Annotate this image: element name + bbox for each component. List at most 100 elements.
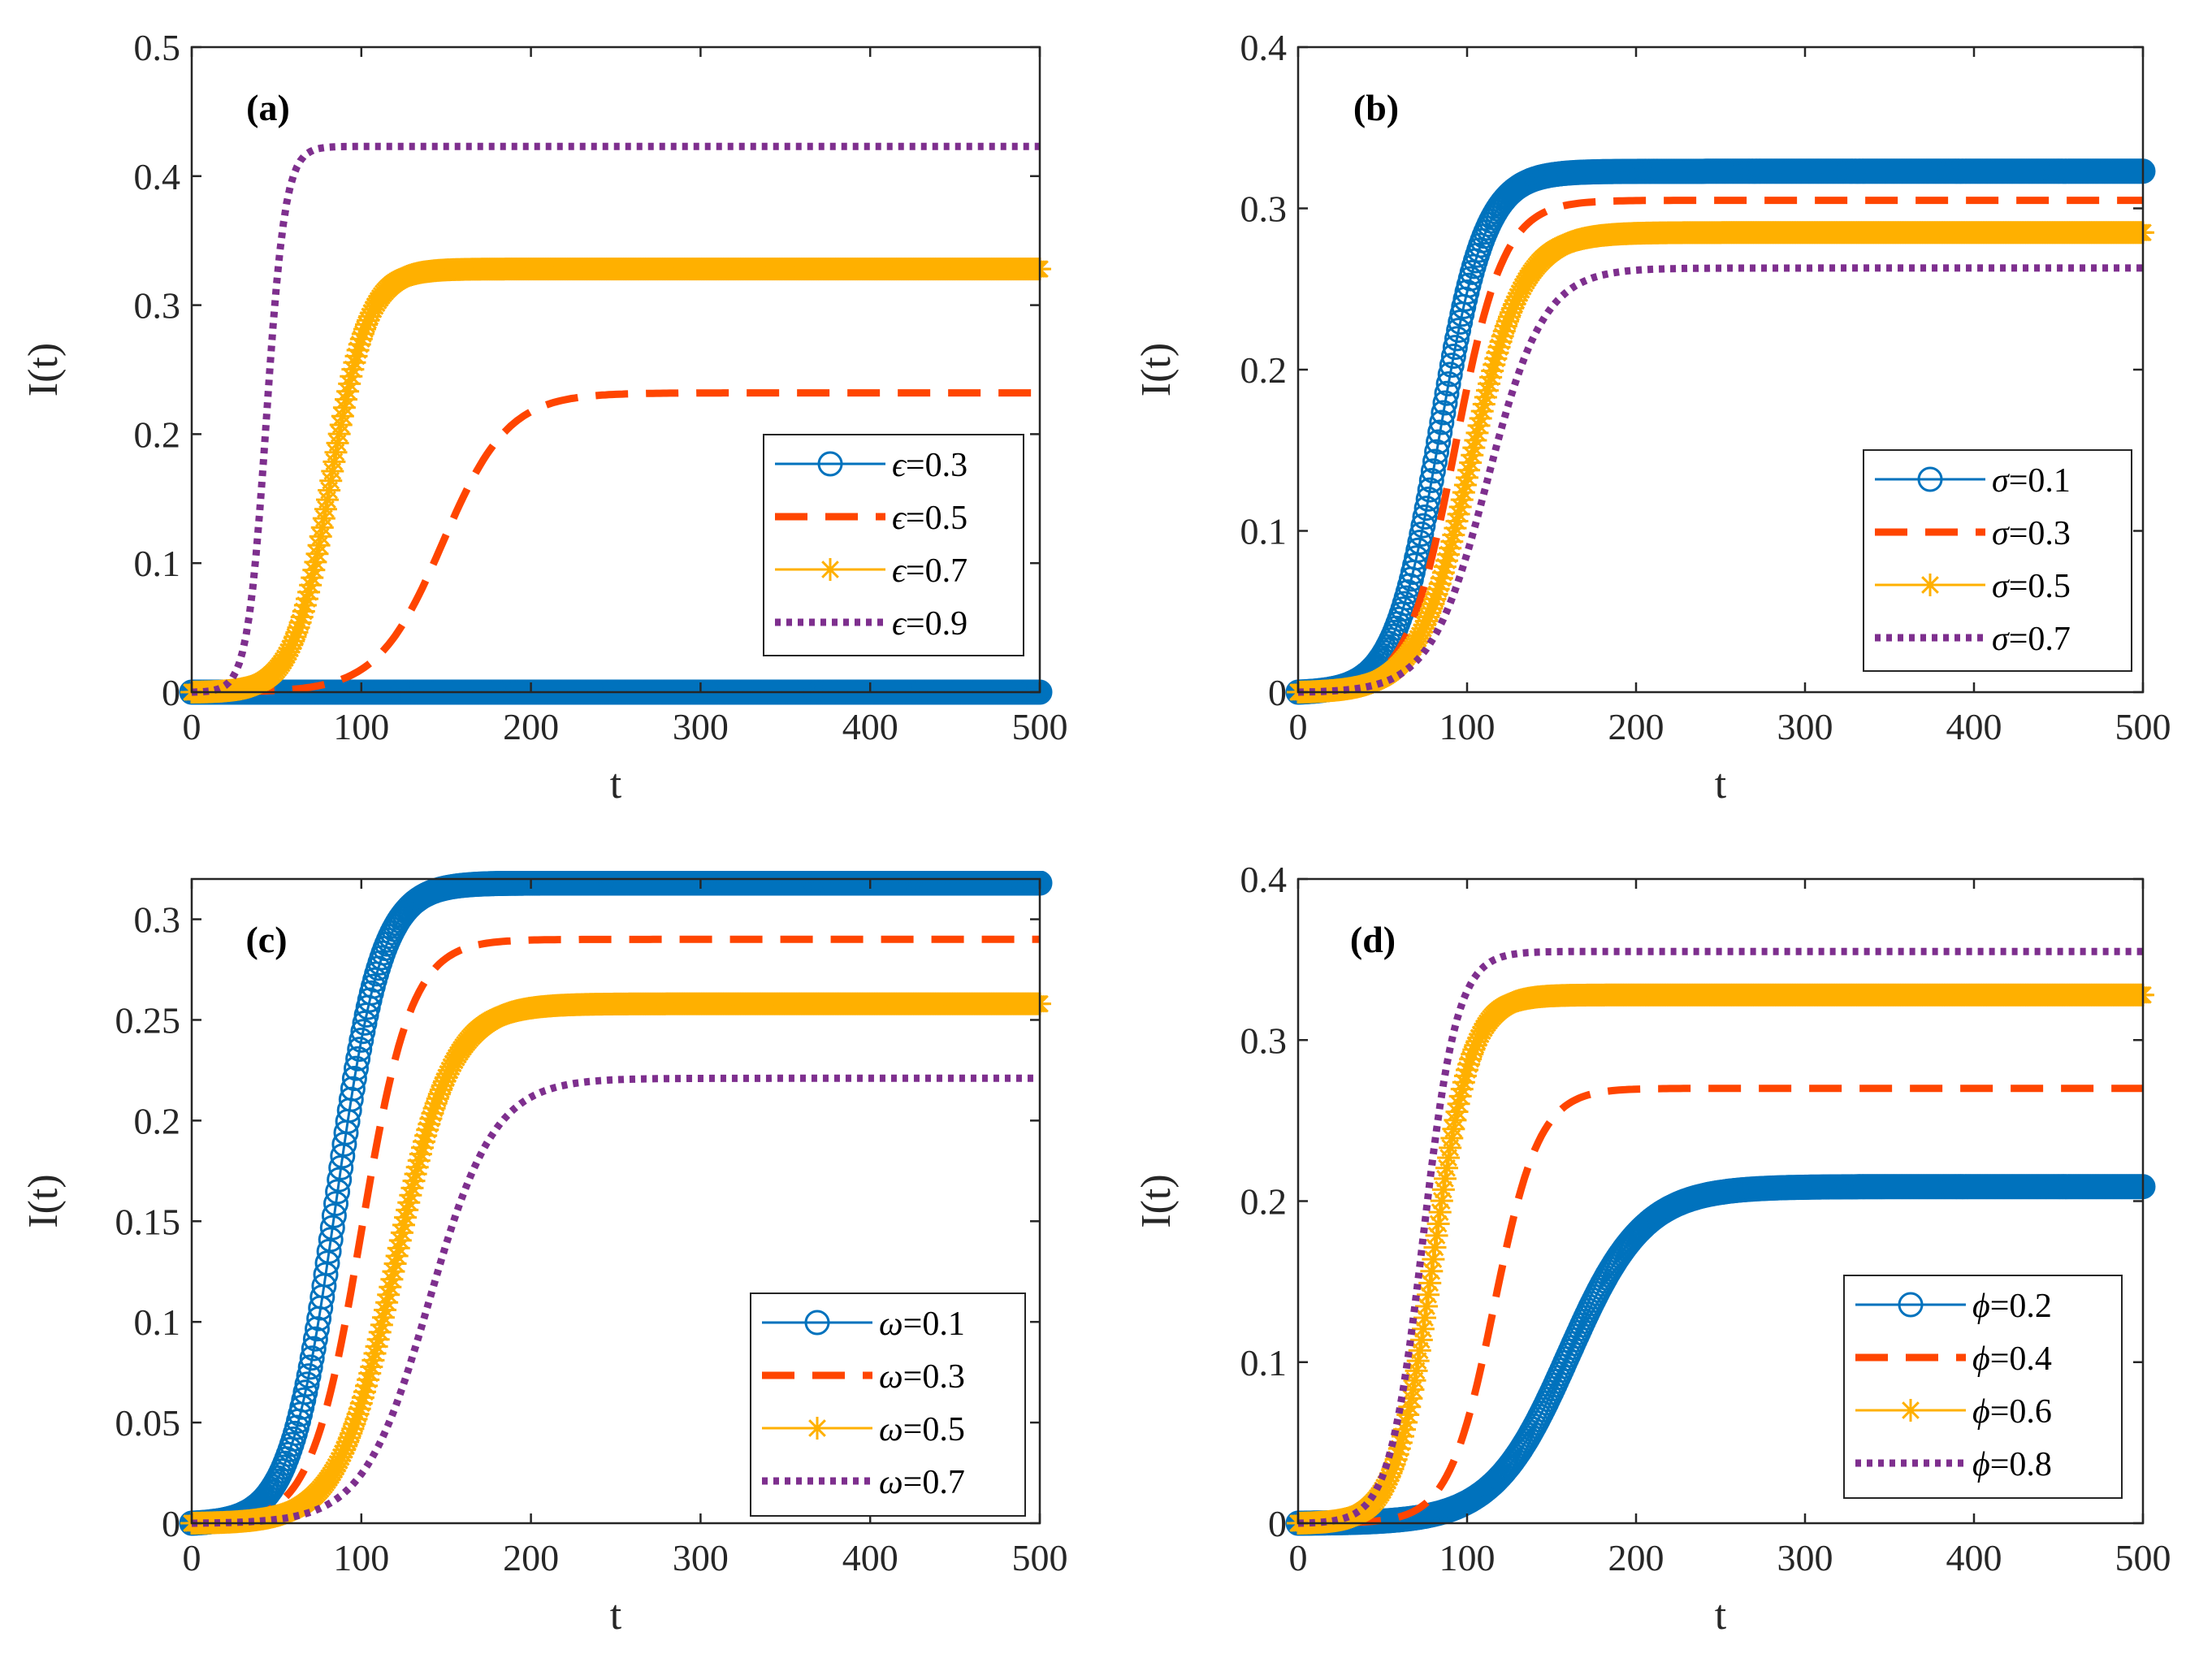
data-point [1398, 1395, 1422, 1418]
data-point [424, 1092, 448, 1115]
data-point [336, 379, 360, 403]
data-point [422, 1097, 446, 1120]
legend-value: =0.6 [1990, 1393, 2052, 1431]
data-point [1408, 1339, 1431, 1362]
data-point [340, 1076, 366, 1102]
data-point [331, 1442, 354, 1466]
data-point [1461, 1042, 1484, 1066]
y-tick-label: 0 [1268, 1503, 1287, 1544]
data-point [1469, 406, 1492, 430]
data-point [1435, 549, 1459, 573]
data-point [377, 1283, 400, 1306]
y-tick-label: 0.4 [1240, 27, 1288, 68]
data-point [1381, 1457, 1405, 1481]
y-tick-label: 0.1 [1240, 1342, 1288, 1383]
y-axis-label: I(t) [20, 1174, 67, 1228]
legend-entry: ω=0.1 [879, 1305, 965, 1343]
data-point [319, 469, 343, 492]
data-point [387, 1236, 410, 1260]
data-point [1442, 1117, 1465, 1141]
data-point [1426, 1212, 1450, 1236]
axes-box [190, 877, 1041, 1525]
data-point [431, 1074, 455, 1098]
data-point [1428, 1201, 1452, 1224]
legend-symbol: ϵ [892, 447, 907, 484]
data-point [1475, 379, 1499, 402]
data-point [341, 357, 365, 381]
x-tick-label: 100 [1439, 706, 1496, 747]
legend-entry: ϕ=0.2 [1972, 1288, 2052, 1325]
data-point [427, 1082, 451, 1106]
data-point [382, 1260, 405, 1284]
data-point [413, 1130, 436, 1154]
data-point [383, 1252, 407, 1275]
y-tick-label: 0.05 [115, 1402, 181, 1444]
data-point [1450, 488, 1474, 512]
legend-symbol: ϕ [1972, 1393, 1990, 1431]
chart-panel-b: 0 100 200 300 400 50000.10.20.30.4tI(t)(b)σ=0… [1133, 27, 2171, 808]
data-point [1442, 335, 1468, 361]
x-tick-label: 300 [673, 706, 729, 747]
data-point [1500, 301, 1523, 324]
data-point [335, 388, 358, 411]
series-line [1297, 264, 2143, 696]
data-point [1423, 1236, 1447, 1259]
legend-symbol: ϵ [892, 552, 907, 590]
data-point [316, 488, 340, 512]
data-point [353, 318, 376, 341]
legend-entry: σ=0.7 [1992, 621, 2071, 658]
data-point [1437, 1146, 1461, 1170]
data-point [1387, 1437, 1411, 1461]
data-point [346, 338, 370, 362]
data-point [1415, 609, 1439, 633]
data-point [301, 566, 324, 590]
data-point [1447, 502, 1470, 526]
legend-symbol: ω [879, 1305, 903, 1343]
x-tick-label: 100 [1439, 1537, 1496, 1578]
x-tick-label: 500 [1012, 1537, 1068, 1578]
series-dashed-0 [192, 389, 1040, 696]
legend-symbol: ω [879, 1464, 903, 1501]
series-dotted-1 [1297, 264, 2143, 696]
data-point [435, 1066, 458, 1089]
data-point [1425, 582, 1448, 606]
data-point [1420, 1259, 1444, 1283]
data-point [402, 1169, 426, 1193]
data-point [1489, 330, 1513, 353]
data-point [1391, 1424, 1414, 1448]
data-point [294, 1371, 320, 1397]
data-point [1479, 366, 1503, 389]
data-point [1442, 523, 1465, 547]
y-tick-label: 0.2 [1240, 349, 1288, 391]
legend-marker [806, 1417, 829, 1440]
data-point [344, 1407, 368, 1431]
data-point [318, 478, 341, 502]
data-point [1459, 1047, 1483, 1071]
data-point [1439, 536, 1462, 560]
x-tick-label: 500 [1012, 706, 1068, 747]
data-point [1444, 326, 1470, 352]
data-point [1439, 353, 1465, 379]
data-point [390, 1221, 413, 1245]
data-point [301, 1336, 327, 1362]
data-point [344, 344, 368, 368]
data-point [1437, 543, 1461, 566]
data-point [358, 1362, 382, 1385]
data-point [1424, 439, 1450, 465]
y-axis-label: I(t) [1133, 343, 1180, 396]
legend-value: =0.1 [2009, 462, 2071, 500]
legend-entry: σ=0.5 [1992, 568, 2071, 605]
data-point [1413, 496, 1439, 522]
panel-label: (a) [246, 87, 290, 128]
legend-entry: ϵ=0.9 [892, 605, 967, 643]
data-point [436, 1062, 460, 1085]
data-point [1431, 1178, 1455, 1202]
y-tick-label: 0.5 [134, 27, 181, 68]
data-point [1448, 496, 1472, 519]
legend-value: =0.5 [2009, 568, 2071, 605]
x-tick-label: 400 [842, 1537, 898, 1578]
legend: ω=0.1ω=0.3ω=0.5ω=0.7 [750, 1292, 1026, 1517]
legend: ϵ=0.3ϵ=0.5ϵ=0.7ϵ=0.9 [763, 434, 1024, 656]
x-tick-label: 400 [842, 706, 898, 747]
data-point [302, 558, 326, 582]
